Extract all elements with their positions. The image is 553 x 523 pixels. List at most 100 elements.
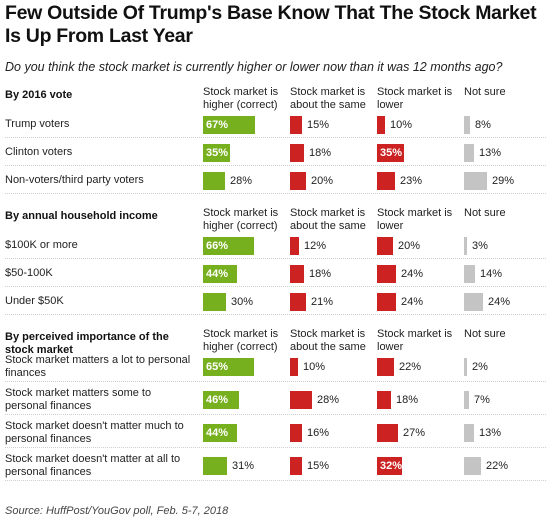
column-header: Stock market is lower xyxy=(377,207,453,232)
row-label: Clinton voters xyxy=(5,146,73,158)
row-label: Non-voters/third party voters xyxy=(5,174,144,186)
bar-not_sure xyxy=(464,116,470,134)
bar-higher xyxy=(203,265,237,283)
value-label: 18% xyxy=(309,147,332,159)
bar-not_sure xyxy=(464,172,487,190)
value-label: 46% xyxy=(206,394,229,406)
value-label: 2% xyxy=(472,361,488,373)
bar-higher xyxy=(203,116,255,134)
value-label: 32% xyxy=(380,460,403,472)
value-label: 35% xyxy=(206,147,229,159)
source-note: Source: HuffPost/YouGov poll, Feb. 5-7, … xyxy=(5,505,229,517)
bar-higher xyxy=(203,424,237,442)
value-label: 21% xyxy=(311,296,334,308)
bar-lower xyxy=(377,391,391,409)
row-label: Stock market doesn't matter at all to pe… xyxy=(5,453,181,478)
value-label: 12% xyxy=(304,240,327,252)
value-label: 44% xyxy=(206,268,229,280)
bar-not_sure xyxy=(464,424,474,442)
bar-lower xyxy=(377,237,393,255)
bar-same xyxy=(290,265,304,283)
bar-higher xyxy=(203,293,226,311)
value-label: 7% xyxy=(474,394,490,406)
value-label: 23% xyxy=(400,175,423,187)
value-label: 22% xyxy=(399,361,422,373)
value-label: 13% xyxy=(479,427,502,439)
bar-lower xyxy=(377,172,395,190)
bar-lower xyxy=(377,358,394,376)
bar-higher xyxy=(203,391,239,409)
value-label: 15% xyxy=(307,460,330,472)
bar-same xyxy=(290,457,302,475)
bar-not_sure xyxy=(464,457,481,475)
row-divider xyxy=(5,480,546,481)
column-header: Stock market is higher (correct) xyxy=(203,86,279,111)
row-label: Trump voters xyxy=(5,118,70,130)
value-label: 10% xyxy=(303,361,326,373)
value-label: 18% xyxy=(396,394,419,406)
value-label: 24% xyxy=(488,296,511,308)
row-label: Under $50K xyxy=(5,295,64,307)
row-divider xyxy=(5,381,546,382)
value-label: 67% xyxy=(206,119,229,131)
bar-same xyxy=(290,391,312,409)
row-label: Stock market matters a lot to personal f… xyxy=(5,354,191,379)
bar-same xyxy=(290,237,299,255)
value-label: 13% xyxy=(479,147,502,159)
bar-not_sure xyxy=(464,265,475,283)
value-label: 29% xyxy=(492,175,515,187)
row-divider xyxy=(5,314,546,315)
group-title: By perceived importance of the stock mar… xyxy=(5,331,169,356)
value-label: 27% xyxy=(403,427,426,439)
bar-not_sure xyxy=(464,237,467,255)
bar-same xyxy=(290,293,306,311)
column-header: Stock market is about the same xyxy=(290,207,366,232)
bar-same xyxy=(290,358,298,376)
value-label: 28% xyxy=(230,175,253,187)
row-divider xyxy=(5,137,546,138)
row-label: $50-100K xyxy=(5,267,53,279)
row-label: Stock market doesn't matter much to pers… xyxy=(5,420,184,445)
bar-lower xyxy=(377,457,402,475)
value-label: 8% xyxy=(475,119,491,131)
bar-same xyxy=(290,144,304,162)
bar-lower xyxy=(377,424,398,442)
bar-not_sure xyxy=(464,358,467,376)
bar-higher xyxy=(203,144,230,162)
value-label: 30% xyxy=(231,296,254,308)
row-label: Stock market matters some to personal fi… xyxy=(5,387,152,412)
group-title: By annual household income xyxy=(5,210,158,222)
value-label: 66% xyxy=(206,240,229,252)
bar-same xyxy=(290,424,302,442)
bar-higher xyxy=(203,457,227,475)
row-divider xyxy=(5,193,546,194)
value-label: 15% xyxy=(307,119,330,131)
value-label: 28% xyxy=(317,394,340,406)
value-label: 35% xyxy=(380,147,403,159)
bar-same xyxy=(290,172,306,190)
row-divider xyxy=(5,447,546,448)
value-label: 16% xyxy=(307,427,330,439)
bar-not_sure xyxy=(464,391,469,409)
row-label: $100K or more xyxy=(5,239,78,251)
column-header: Stock market is about the same xyxy=(290,86,366,111)
bar-not_sure xyxy=(464,293,483,311)
bar-lower xyxy=(377,293,396,311)
bar-higher xyxy=(203,358,254,376)
row-divider xyxy=(5,258,546,259)
value-label: 14% xyxy=(480,268,503,280)
value-label: 65% xyxy=(206,361,229,373)
bar-higher xyxy=(203,237,254,255)
value-label: 20% xyxy=(398,240,421,252)
row-divider xyxy=(5,165,546,166)
bar-lower xyxy=(377,144,404,162)
chart-title: Few Outside Of Trump's Base Know That Th… xyxy=(5,2,537,47)
bar-not_sure xyxy=(464,144,474,162)
column-header: Stock market is higher (correct) xyxy=(203,207,279,232)
value-label: 20% xyxy=(311,175,334,187)
column-header: Not sure xyxy=(464,328,506,340)
row-divider xyxy=(5,286,546,287)
value-label: 24% xyxy=(401,268,424,280)
group-title: By 2016 vote xyxy=(5,89,73,101)
column-header: Stock market is lower xyxy=(377,86,453,111)
